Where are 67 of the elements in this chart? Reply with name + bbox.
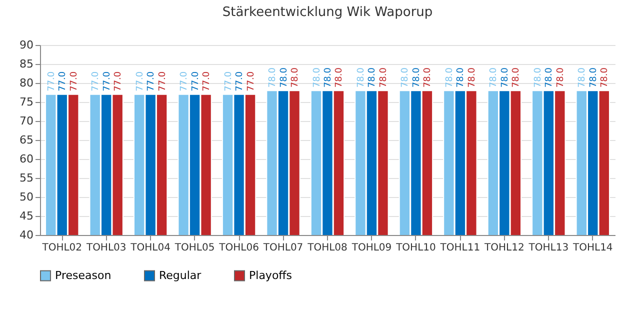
data-label: 78.0 bbox=[412, 67, 422, 88]
y-tick-label: 80 bbox=[20, 76, 34, 90]
data-label: 78.0 bbox=[312, 67, 322, 88]
data-label: 78.0 bbox=[600, 67, 610, 88]
data-label: 78.0 bbox=[533, 67, 544, 88]
x-tick-label: TOHL11 bbox=[439, 242, 480, 254]
data-label: 77.0 bbox=[146, 71, 157, 92]
x-tick-label: TOHL05 bbox=[174, 242, 215, 254]
x-tick-label: TOHL07 bbox=[262, 242, 304, 254]
x-tick-label: TOHL12 bbox=[484, 242, 524, 254]
data-label: 77.0 bbox=[224, 71, 234, 92]
data-label: 78.0 bbox=[368, 67, 378, 88]
x-tick-label: TOHL10 bbox=[395, 242, 436, 254]
y-tick-label: 55 bbox=[20, 172, 34, 184]
x-tick-label: TOHL04 bbox=[130, 242, 170, 254]
data-label: 77.0 bbox=[246, 71, 256, 92]
data-label: 77.0 bbox=[135, 71, 146, 92]
data-label: 78.0 bbox=[378, 67, 389, 88]
y-tick-label: 70 bbox=[20, 114, 34, 128]
data-label: 78.0 bbox=[500, 67, 510, 88]
data-label: 78.0 bbox=[578, 67, 588, 88]
x-tick-label: TOHL06 bbox=[218, 242, 259, 254]
data-label: 77.0 bbox=[91, 71, 102, 92]
x-tick-label: TOHL09 bbox=[350, 242, 392, 254]
data-label: 77.0 bbox=[235, 71, 246, 92]
data-label: 77.0 bbox=[114, 71, 124, 92]
y-tick-label: 85 bbox=[20, 58, 34, 70]
data-label: 77.0 bbox=[58, 71, 68, 92]
data-label: 78.0 bbox=[444, 67, 455, 88]
y-tick-label: 45 bbox=[20, 210, 34, 222]
data-label: 77.0 bbox=[202, 71, 212, 92]
data-label: 78.0 bbox=[423, 67, 434, 88]
x-tick-label: TOHL02 bbox=[41, 242, 82, 254]
y-tick-label: 75 bbox=[20, 96, 34, 108]
data-label: 78.0 bbox=[334, 67, 345, 88]
data-label: 78.0 bbox=[400, 67, 411, 88]
data-label: 78.0 bbox=[489, 67, 500, 88]
x-tick-label: TOHL13 bbox=[528, 242, 569, 254]
data-label: 77.0 bbox=[158, 71, 168, 92]
y-tick-label: 40 bbox=[20, 228, 34, 242]
legend-label: Preseason bbox=[55, 268, 112, 282]
legend-label: Playoffs bbox=[249, 268, 292, 282]
data-label: 77.0 bbox=[69, 71, 80, 92]
data-label: 78.0 bbox=[356, 67, 366, 88]
legend-label: Regular bbox=[159, 268, 202, 282]
chart-title: Stärkeentwicklung Wik Waporup bbox=[222, 5, 433, 20]
data-label: 78.0 bbox=[556, 67, 566, 88]
data-label: 78.0 bbox=[544, 67, 555, 88]
data-label: 78.0 bbox=[467, 67, 478, 88]
x-tick-label: TOHL14 bbox=[572, 242, 613, 254]
data-label: 78.0 bbox=[290, 67, 301, 88]
data-label: 77.0 bbox=[46, 71, 57, 92]
y-tick-label: 60 bbox=[20, 152, 34, 166]
x-tick-label: TOHL08 bbox=[306, 242, 348, 254]
data-label: 78.0 bbox=[324, 67, 334, 88]
y-tick-label: 90 bbox=[20, 38, 34, 52]
data-label: 78.0 bbox=[512, 67, 522, 88]
data-label: 77.0 bbox=[102, 71, 112, 92]
x-tick-label: TOHL03 bbox=[85, 242, 126, 254]
y-tick-label: 65 bbox=[20, 134, 34, 146]
data-label: 78.0 bbox=[588, 67, 599, 88]
data-label: 77.0 bbox=[190, 71, 201, 92]
y-tick-label: 50 bbox=[20, 190, 34, 204]
data-label: 78.0 bbox=[268, 67, 278, 88]
data-label: 77.0 bbox=[180, 71, 190, 92]
data-label: 78.0 bbox=[456, 67, 466, 88]
data-label: 78.0 bbox=[279, 67, 290, 88]
